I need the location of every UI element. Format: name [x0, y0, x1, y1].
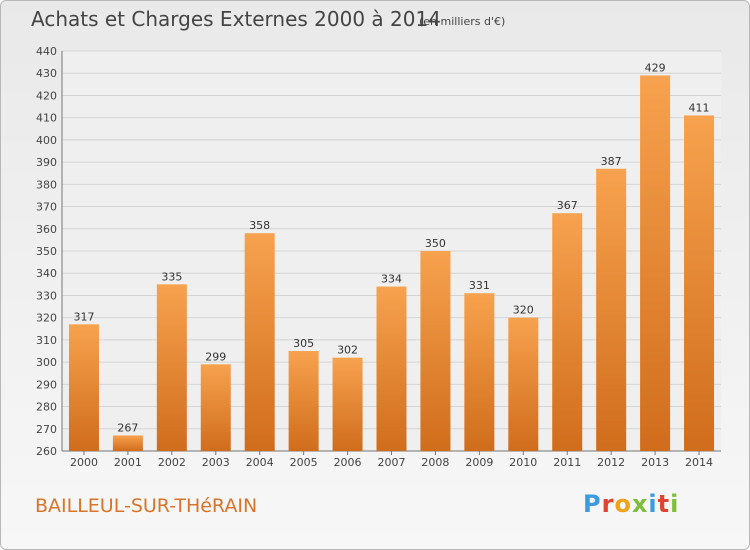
- y-tick-label: 380: [36, 178, 57, 191]
- y-tick-label: 420: [36, 89, 57, 102]
- bar: [156, 284, 187, 451]
- x-tick-label: 2012: [597, 456, 625, 469]
- logo-letter: i: [648, 490, 658, 518]
- bar-value-label: 317: [73, 310, 94, 323]
- y-tick-label: 370: [36, 201, 57, 214]
- logo-letter: r: [601, 490, 615, 518]
- bar: [552, 213, 583, 451]
- bar: [112, 435, 143, 451]
- y-tick-label: 440: [36, 45, 57, 58]
- bar-value-label: 320: [513, 304, 534, 317]
- y-tick-label: 290: [36, 378, 57, 391]
- bar-value-label: 305: [293, 337, 314, 350]
- proxiti-logo[interactable]: Proxiti: [583, 490, 679, 518]
- x-tick-label: 2002: [158, 456, 186, 469]
- bar-value-label: 387: [601, 155, 622, 168]
- bar-value-label: 331: [469, 279, 490, 292]
- commune-name: BAILLEUL-SUR-THéRAIN: [35, 495, 258, 517]
- x-tick-label: 2006: [334, 456, 362, 469]
- y-tick-label: 360: [36, 223, 57, 236]
- bar: [508, 317, 539, 451]
- y-tick-label: 430: [36, 67, 57, 80]
- x-tick-label: 2014: [685, 456, 713, 469]
- bar-value-label: 358: [249, 219, 270, 232]
- bar: [376, 286, 407, 451]
- y-tick-label: 310: [36, 334, 57, 347]
- x-tick-label: 2004: [246, 456, 274, 469]
- bar-value-label: 411: [689, 101, 710, 114]
- x-tick-label: 2009: [465, 456, 493, 469]
- bar: [200, 364, 231, 451]
- y-tick-label: 300: [36, 356, 57, 369]
- y-tick-label: 400: [36, 134, 57, 147]
- bar: [68, 324, 99, 451]
- logo-letter: t: [657, 490, 671, 518]
- x-tick-label: 2013: [641, 456, 669, 469]
- bar: [244, 233, 275, 451]
- y-tick-label: 320: [36, 312, 57, 325]
- bar-value-label: 302: [337, 344, 358, 357]
- bar-value-label: 367: [557, 199, 578, 212]
- bar: [464, 293, 495, 451]
- x-tick-label: 2011: [553, 456, 581, 469]
- x-tick-label: 2007: [378, 456, 406, 469]
- bar: [640, 75, 671, 451]
- y-tick-label: 350: [36, 245, 57, 258]
- bar: [684, 115, 715, 451]
- bar: [420, 251, 451, 451]
- chart-title: Achats et Charges Externes 2000 à 2014: [31, 7, 441, 31]
- y-tick-label: 330: [36, 289, 57, 302]
- bar-value-label: 335: [161, 270, 182, 283]
- logo-letter: i: [670, 490, 680, 518]
- logo-letter: P: [583, 490, 602, 518]
- x-tick-label: 2005: [290, 456, 318, 469]
- bar-value-label: 299: [205, 350, 226, 363]
- logo-letter: o: [614, 490, 632, 518]
- bar-value-label: 267: [117, 421, 138, 434]
- bar: [288, 351, 319, 451]
- x-tick-label: 2000: [70, 456, 98, 469]
- y-tick-label: 260: [36, 445, 57, 458]
- y-tick-label: 390: [36, 156, 57, 169]
- chart-subtitle: (en milliers d'€): [419, 15, 506, 28]
- x-tick-label: 2008: [421, 456, 449, 469]
- y-tick-label: 280: [36, 401, 57, 414]
- y-tick-label: 270: [36, 423, 57, 436]
- bar: [596, 168, 627, 451]
- x-tick-label: 2010: [509, 456, 537, 469]
- logo-letter: x: [631, 490, 649, 518]
- y-tick-label: 340: [36, 267, 57, 280]
- x-tick-label: 2003: [202, 456, 230, 469]
- bar-value-label: 350: [425, 237, 446, 250]
- y-tick-label: 410: [36, 112, 57, 125]
- bar-value-label: 334: [381, 273, 402, 286]
- x-tick-label: 2001: [114, 456, 142, 469]
- bar: [332, 357, 363, 451]
- bar-value-label: 429: [645, 61, 666, 74]
